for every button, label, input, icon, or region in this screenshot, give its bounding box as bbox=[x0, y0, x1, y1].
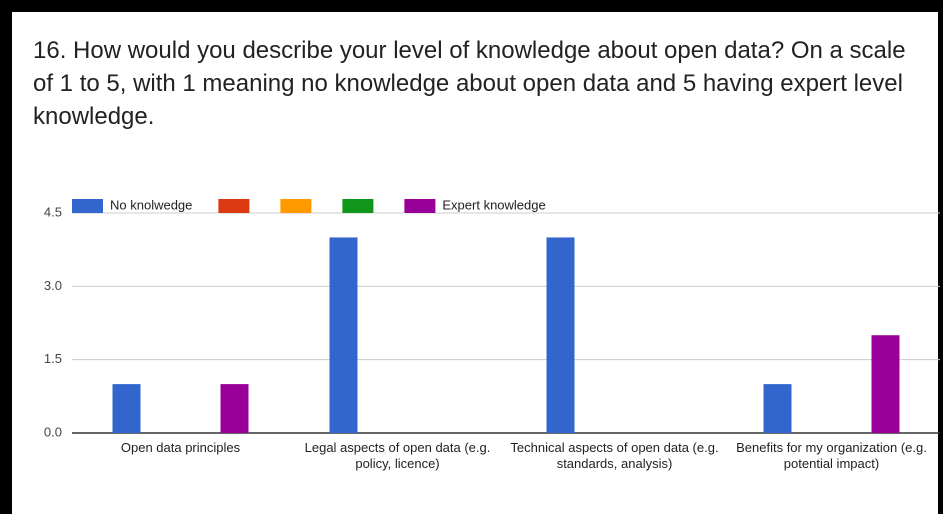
legend-swatch bbox=[280, 199, 312, 213]
question-title: 16. How would you describe your level of… bbox=[33, 37, 906, 130]
legend-swatch bbox=[72, 199, 103, 213]
x-tick-label: Technical aspects of open data (e.g. sta… bbox=[510, 440, 719, 471]
bar bbox=[871, 335, 900, 433]
y-tick-label: 0.0 bbox=[44, 424, 62, 439]
legend-label: No knolwedge bbox=[110, 197, 192, 212]
bar bbox=[220, 384, 249, 433]
legend-swatch bbox=[218, 199, 250, 213]
x-tick-label: Legal aspects of open data (e.g. policy,… bbox=[304, 440, 491, 471]
bar bbox=[546, 237, 575, 433]
bar bbox=[112, 384, 141, 433]
y-tick-label: 3.0 bbox=[44, 278, 62, 293]
bar bbox=[329, 237, 358, 433]
x-tick-label: Benefits for my organization (e.g. poten… bbox=[736, 440, 927, 471]
legend-swatch bbox=[404, 199, 436, 213]
y-tick-label: 1.5 bbox=[44, 351, 62, 366]
bar bbox=[763, 384, 792, 433]
legend-swatch bbox=[342, 199, 374, 213]
x-tick-label: Open data principles bbox=[120, 440, 241, 455]
y-tick-label: 4.5 bbox=[44, 204, 62, 219]
legend-label: Expert knowledge bbox=[442, 197, 545, 212]
